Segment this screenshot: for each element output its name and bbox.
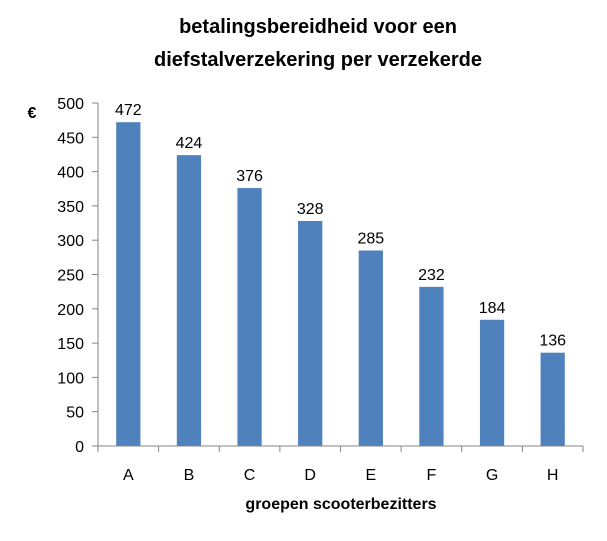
bar-F: [419, 286, 444, 446]
bar-D: [298, 220, 323, 446]
y-tick-label: 500: [57, 96, 84, 113]
x-tick-label-B: B: [184, 467, 195, 484]
y-tick-label: 150: [57, 336, 84, 353]
x-tick-label-F: F: [427, 467, 437, 484]
x-tick-label-C: C: [244, 467, 256, 484]
data-label-A: 472: [115, 102, 142, 119]
data-label-B: 424: [176, 135, 203, 152]
y-tick-label: 250: [57, 268, 84, 285]
data-label-C: 376: [236, 168, 263, 185]
data-label-D: 328: [297, 201, 324, 218]
data-label-G: 184: [479, 300, 506, 317]
chart-title-line-2: diefstalverzekering per verzekerde: [154, 49, 482, 71]
y-tick-label: 100: [57, 370, 84, 387]
bar-G: [479, 319, 505, 446]
y-tick-label: 450: [57, 130, 84, 147]
bar-H: [540, 352, 565, 446]
x-tick-label-D: D: [304, 467, 316, 484]
x-tick-label-E: E: [365, 467, 376, 484]
x-tick-label-A: A: [123, 467, 134, 484]
data-label-H: 136: [539, 333, 566, 350]
y-tick-label: 0: [75, 439, 84, 456]
x-tick-label-G: G: [486, 467, 498, 484]
data-label-E: 285: [357, 230, 384, 247]
data-label-F: 232: [418, 267, 445, 284]
x-axis-label: groepen scooterbezitters: [245, 496, 436, 513]
y-tick-label: 350: [57, 199, 84, 216]
bar-C: [237, 188, 262, 446]
bar-E: [358, 250, 383, 446]
bars: 472 424 376 328 285 232 184 136: [115, 102, 566, 447]
y-tick-label: 200: [57, 302, 84, 319]
y-tick-label: 50: [66, 405, 84, 422]
x-axis: A B C D E F G H: [97, 445, 584, 484]
y-tick-label: 400: [57, 165, 84, 182]
bar-A: [116, 122, 141, 446]
y-axis-label: €: [28, 105, 37, 122]
y-tick-label: 300: [57, 233, 84, 250]
y-axis: 0 50 100 150 200 250 300 350 400 450 500: [57, 96, 99, 456]
bar-B: [176, 155, 202, 447]
chart-title-line-1: betalingsbereidheid voor een: [179, 16, 457, 38]
x-tick-label-H: H: [547, 467, 559, 484]
